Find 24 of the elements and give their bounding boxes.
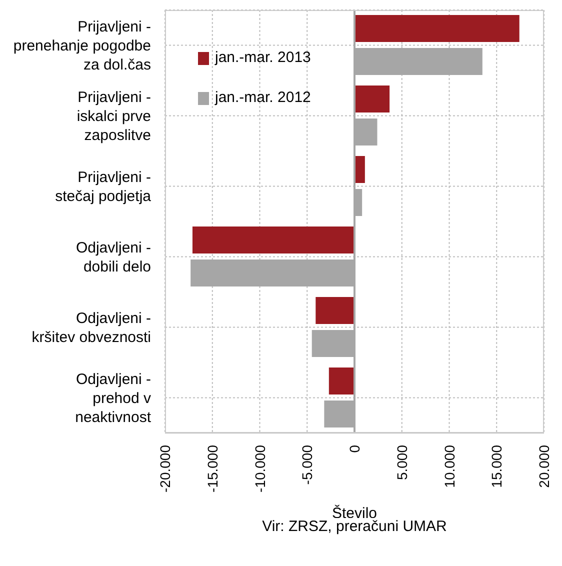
bar: [354, 156, 365, 183]
x-tick-label: -10.000: [252, 444, 268, 492]
y-tick-label: Prijavljeni - prenehanje pogodbe za dol.čas: [13, 18, 151, 74]
x-tick-label: 0: [346, 444, 362, 453]
y-tick-label: Prijavljeni - iskalci prve zaposlitve: [76, 88, 151, 144]
y-tick-label: Odjavljeni - dobili delo: [76, 239, 152, 276]
x-tick-label: -20.000: [157, 444, 173, 492]
x-tick-label: 10.000: [441, 444, 458, 488]
text: Vir: ZRSZ, preračuni UMAR: [261, 518, 448, 535]
bar: [328, 368, 354, 394]
y-tick-label: Odjavljeni - kršitev obveznosti: [32, 310, 152, 346]
y-tick-label: Prijavljeni - stečaj podjetja: [55, 168, 152, 205]
bar: [316, 297, 354, 324]
x-tick-label: -5.000: [299, 444, 316, 485]
bar: [192, 226, 354, 254]
x-tick-label: 20.000: [536, 444, 552, 488]
bar: [354, 86, 390, 112]
legend-label: jan.-mar. 2012: [215, 88, 311, 108]
legend-label: jan.-mar. 2013: [215, 48, 311, 68]
x-tick-label: -15.000: [204, 444, 220, 492]
x-tick-label: 15.000: [488, 444, 505, 488]
x-tick-label: 5.000: [394, 444, 410, 480]
bar: [354, 15, 520, 42]
y-tick-label: Odjavljeni - prehod v neaktivnost: [75, 370, 152, 426]
